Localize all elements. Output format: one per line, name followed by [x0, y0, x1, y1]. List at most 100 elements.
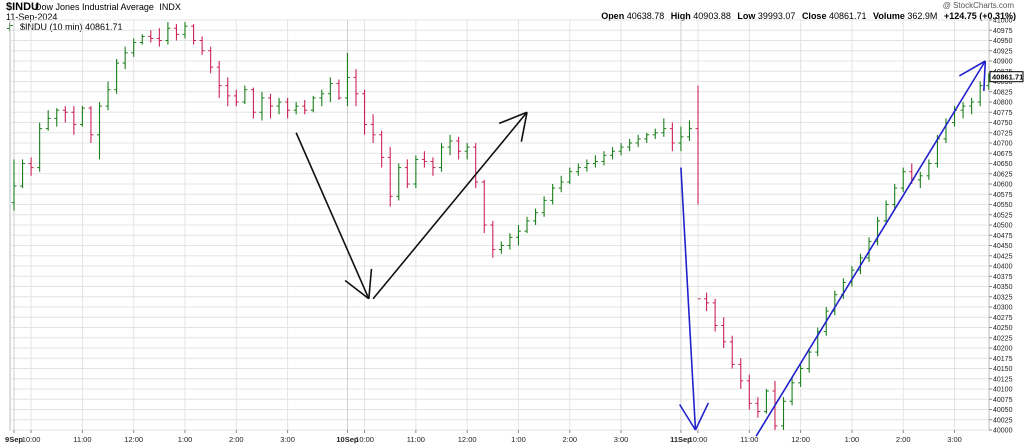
ohlc-bar	[302, 99, 308, 115]
x-tick-label: 2:00	[229, 435, 244, 444]
x-tick-label: 12:00	[124, 435, 143, 444]
ohlc-bar	[336, 79, 342, 100]
x-tick-label: 12:00	[791, 435, 810, 444]
y-tick-label: 40300	[993, 305, 1013, 312]
x-tick-label: 3:00	[280, 435, 295, 444]
ohlc-bar	[233, 89, 239, 107]
x-tick-label: 9Sep	[5, 435, 23, 444]
high-label: High	[670, 11, 691, 21]
grid-lines	[9, 19, 990, 431]
ohlc-bar	[430, 157, 436, 176]
y-tick-label: 41000	[993, 18, 1013, 25]
x-tick-label: 10Sep	[336, 435, 359, 444]
ohlc-bar	[191, 24, 197, 45]
high-value: 40903.88	[693, 11, 731, 21]
ohlc-bar	[464, 143, 470, 160]
ohlc-bar	[456, 136, 462, 160]
y-tick-label: 40575	[993, 192, 1013, 199]
ohlc-bar	[644, 132, 650, 143]
x-tick-label: 10:00	[355, 435, 374, 444]
ohlc-bar	[960, 102, 966, 119]
legend-text: $INDU (10 min) 40861.71	[20, 22, 123, 32]
blue-trend-arrow	[678, 167, 710, 431]
ohlc-bar	[695, 85, 701, 300]
y-tick-label: 40650	[993, 161, 1013, 168]
ohlc-bar	[242, 85, 248, 105]
x-tick-label: 11:00	[740, 435, 758, 444]
ohlc-bar	[225, 77, 231, 107]
x-tick-label: 12:00	[458, 435, 477, 444]
y-tick-label: 40200	[993, 346, 1013, 353]
ohlc-bar	[396, 163, 402, 201]
ohlc-bar	[541, 196, 547, 217]
ohlc-bar	[54, 108, 60, 127]
ohlc-bar	[362, 89, 368, 135]
ohlc-bar	[421, 151, 427, 168]
quote-summary: Open 40638.78 High 40903.88 Low 39993.07…	[601, 11, 1016, 21]
ohlc-bar	[173, 24, 179, 41]
ohlc-bar	[182, 22, 188, 39]
ohlc-bar	[977, 81, 983, 107]
ohlc-bar	[105, 81, 111, 111]
y-tick-label: 40150	[993, 366, 1013, 373]
y-tick-label: 40325	[993, 294, 1013, 301]
ohlc-bar	[789, 376, 795, 406]
ohlc-bar	[370, 114, 376, 143]
x-tick-label: 3:00	[947, 435, 962, 444]
ohlc-bar	[379, 130, 385, 168]
arrow-shaft	[372, 111, 528, 300]
y-tick-label: 40750	[993, 120, 1013, 127]
ohlc-bar	[319, 89, 325, 107]
ohlc-bar	[558, 175, 564, 193]
y-tick-label: 40775	[993, 110, 1013, 117]
ohlc-bar	[97, 102, 103, 160]
arrow-head	[694, 402, 710, 431]
ohlc-bar	[131, 38, 137, 57]
y-tick-label: 40450	[993, 243, 1013, 250]
arrow-head	[498, 111, 528, 125]
y-tick-label: 40725	[993, 130, 1013, 137]
y-tick-label: 40050	[993, 407, 1013, 414]
ohlc-bar	[199, 36, 205, 55]
ohlc-bar	[114, 58, 120, 94]
ohlc-bar	[550, 184, 556, 205]
open-value: 40638.78	[626, 11, 665, 21]
ohlc-bar	[250, 87, 256, 119]
last-price-box	[989, 71, 1024, 83]
ohlc-bar	[208, 46, 214, 74]
ohlc-bar	[293, 102, 299, 115]
ohlc-bar	[498, 241, 504, 254]
ohlc-bar	[276, 97, 282, 115]
ohlc-bar	[755, 397, 761, 418]
x-tick-label: 10:00	[22, 435, 41, 444]
ohlc-bar	[37, 122, 43, 172]
ohlc-bar	[926, 159, 932, 180]
change-value: +124.75 (+0.31%)	[943, 11, 1016, 21]
ohlc-bar	[62, 106, 68, 123]
y-tick-label: 40675	[993, 151, 1013, 158]
ohlc-bar	[686, 120, 692, 141]
ohlc-bar	[71, 106, 77, 135]
ohlc-bar	[618, 143, 624, 156]
ohlc-bar	[45, 110, 51, 131]
ohlc-bar	[310, 95, 316, 113]
ohlc-bar	[481, 179, 487, 234]
y-tick-label: 40175	[993, 356, 1013, 363]
x-tick-label: 2:00	[896, 435, 911, 444]
x-tick-label: 2:00	[562, 435, 577, 444]
ohlc-bar	[148, 30, 154, 43]
ohlc-bar	[285, 97, 291, 119]
x-tick-label: 11:00	[73, 435, 91, 444]
low-label: Low	[737, 11, 756, 21]
arrow-head	[344, 279, 370, 300]
ohlc-bar	[387, 147, 393, 207]
last-price-marker: 40861.71	[989, 71, 1024, 83]
y-tick-label: 40925	[993, 48, 1013, 55]
ohlc-bar	[344, 52, 350, 107]
ohlc-bar	[763, 389, 769, 414]
y-tick-label: 40425	[993, 253, 1013, 260]
chart-header: $INDU Dow Jones Industrial Average INDX …	[0, 0, 1024, 34]
y-tick-label: 40000	[993, 428, 1013, 435]
ohlc-bar	[473, 143, 479, 189]
